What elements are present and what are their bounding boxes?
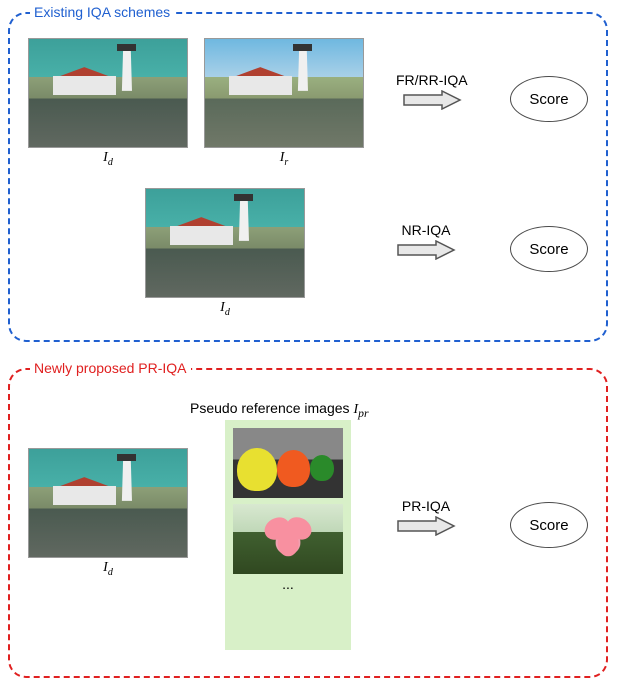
proposed-title: Newly proposed PR-IQA	[30, 360, 191, 376]
row3-score: Score	[510, 502, 588, 548]
arrow-icon	[396, 240, 456, 260]
pseudo-image-hats	[233, 428, 343, 498]
pseudo-ellipsis: ...	[233, 576, 343, 592]
row3-arrow: PR-IQA	[396, 498, 456, 536]
row1-arrow-label: FR/RR-IQA	[396, 72, 468, 88]
row3-arrow-label: PR-IQA	[402, 498, 450, 514]
row1-image-ir	[204, 38, 364, 148]
existing-title: Existing IQA schemes	[30, 4, 174, 20]
pseudo-title: Pseudo reference images Ipr	[190, 400, 368, 420]
row3-image-id	[28, 448, 188, 558]
arrow-icon	[402, 90, 462, 110]
row3-label-id: Id	[28, 560, 188, 578]
pseudo-image-flower	[233, 504, 343, 574]
row1-score: Score	[510, 76, 588, 122]
row1-arrow: FR/RR-IQA	[396, 72, 468, 110]
row2-image-id	[145, 188, 305, 298]
row1-image-id	[28, 38, 188, 148]
row1-label-id: Id	[28, 150, 188, 168]
row1-label-ir: Ir	[204, 150, 364, 168]
row2-score: Score	[510, 226, 588, 272]
row2-label-id: Id	[145, 300, 305, 318]
row2-arrow-label: NR-IQA	[402, 222, 451, 238]
arrow-icon	[396, 516, 456, 536]
pseudo-panel: ...	[225, 420, 351, 650]
row2-arrow: NR-IQA	[396, 222, 456, 260]
